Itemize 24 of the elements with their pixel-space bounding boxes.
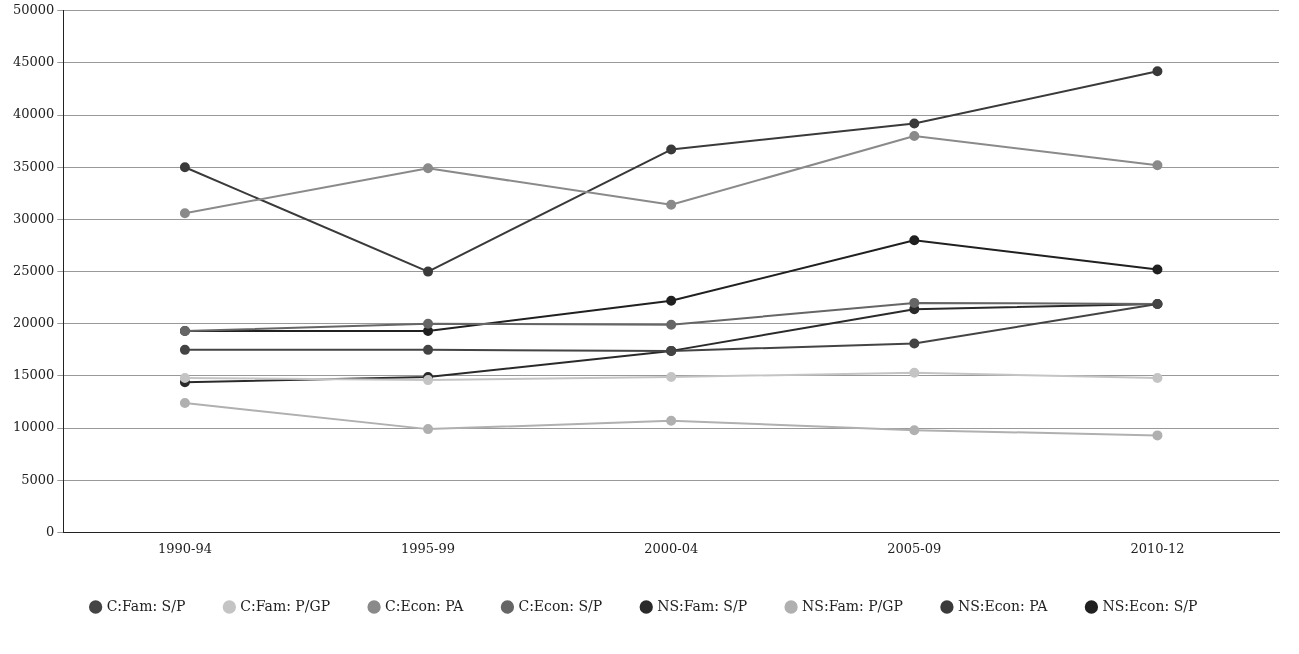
legend-label: C:Econ: PA — [385, 597, 465, 614]
legend-label: C:Fam: P/GP — [240, 597, 331, 614]
y-tick-label: 35000 — [13, 158, 55, 174]
legend-label: NS:Econ: S/P — [1102, 597, 1198, 614]
y-tick-label: 30000 — [13, 210, 55, 226]
y-tick-label: 0 — [46, 523, 55, 539]
legend-label: C:Econ: S/P — [518, 597, 603, 614]
y-tick-label: 45000 — [13, 54, 55, 70]
x-tick-label: 2000-04 — [644, 540, 699, 556]
legend-label: C:Fam: S/P — [106, 597, 186, 614]
x-tick-label: 1990-94 — [157, 540, 212, 556]
y-tick-label: 25000 — [13, 262, 55, 278]
y-tick-label: 50000 — [13, 2, 55, 18]
y-tick-label: 5000 — [21, 471, 55, 487]
x-tick-label: 2005-09 — [887, 540, 942, 556]
y-tick-label: 20000 — [13, 315, 55, 331]
legend-label: NS:Fam: S/P — [657, 597, 748, 614]
legend-label: NS:Fam: P/GP — [802, 597, 903, 614]
y-tick-label: 40000 — [13, 106, 55, 122]
legend-label: NS:Econ: PA — [957, 597, 1049, 614]
y-tick-label: 10000 — [13, 419, 55, 435]
y-tick-label: 15000 — [13, 367, 55, 383]
x-tick-label: 1995-99 — [401, 540, 456, 556]
x-tick-label: 2010-12 — [1130, 540, 1185, 556]
